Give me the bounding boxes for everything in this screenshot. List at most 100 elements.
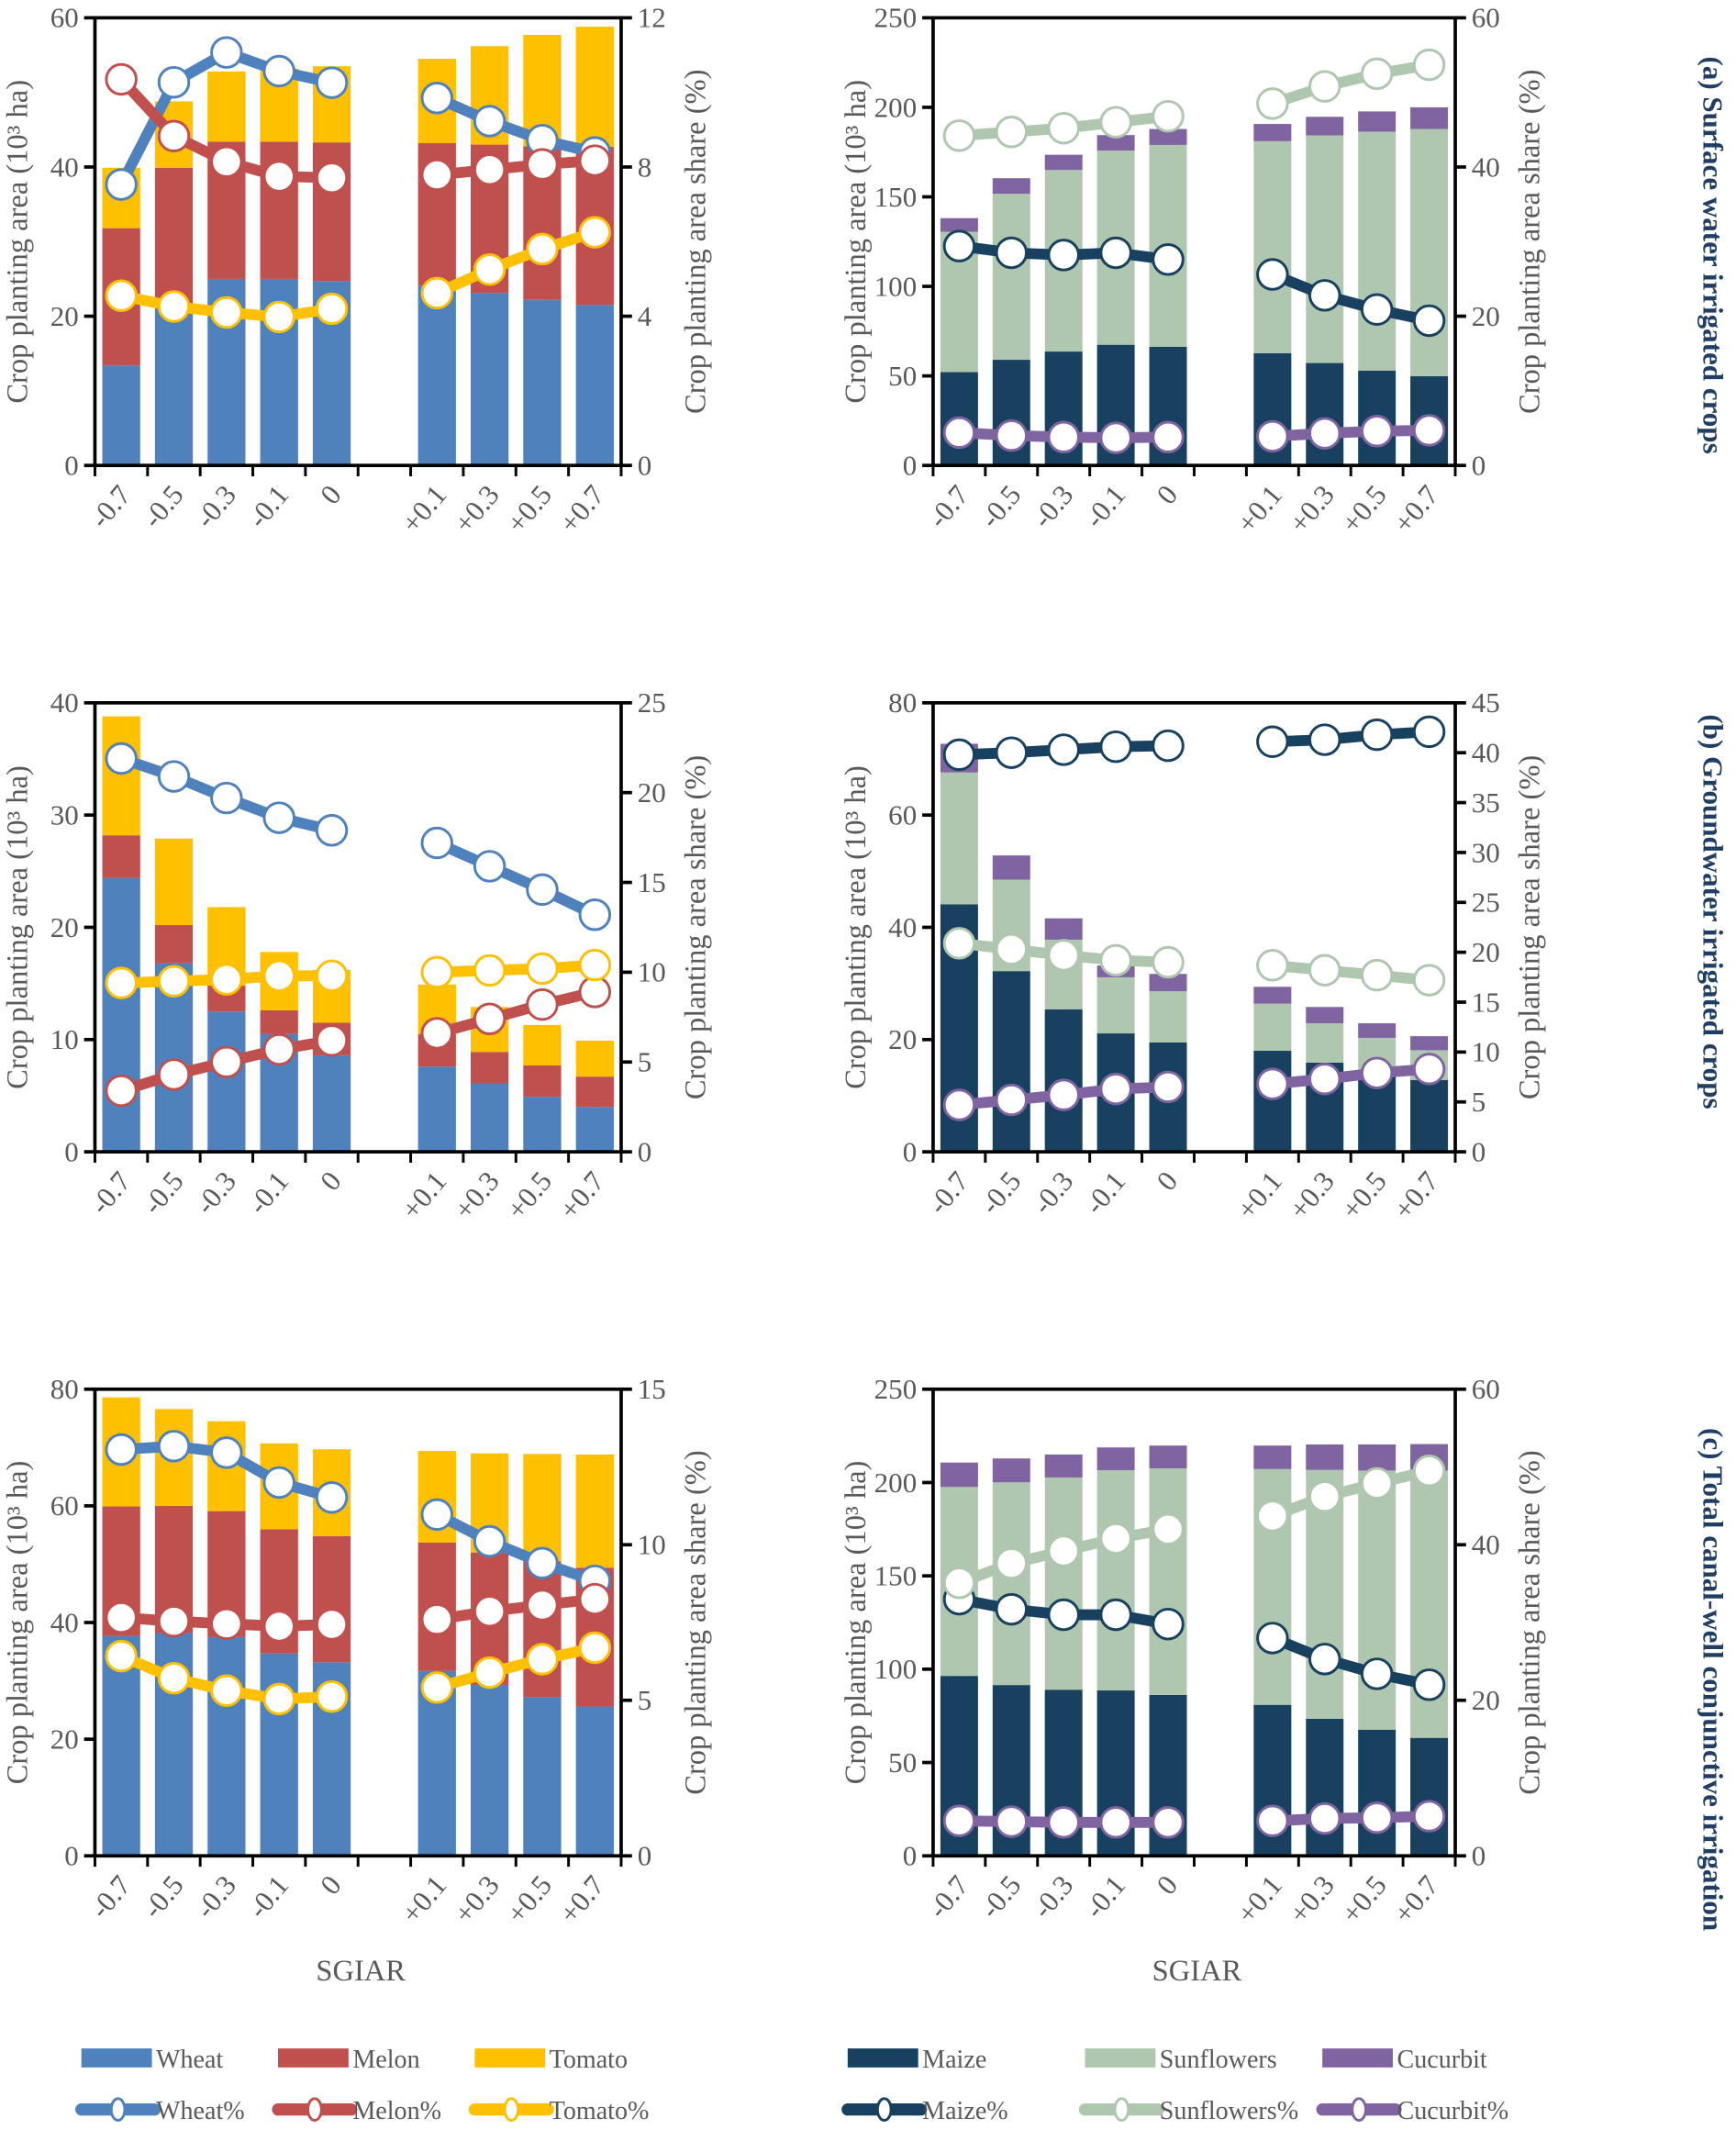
legend-label: Sunflowers%: [1160, 2097, 1298, 2125]
y-tick-label: 40: [50, 151, 79, 183]
point-tomato-share-5: [420, 1671, 453, 1704]
point-tomato-share-5: [420, 276, 453, 310]
y2-tick-label: 0: [1472, 450, 1486, 482]
y-tick-label: 60: [50, 2, 79, 34]
point-maize-share-7: [1360, 1657, 1394, 1690]
y-tick-label: 40: [50, 686, 79, 719]
x-tick-label: 0: [314, 1869, 348, 1901]
x-tick-label: +0.5: [500, 479, 558, 540]
x-tick-label: +0.3: [1283, 1165, 1341, 1226]
point-cucurbit-share-3: [1099, 1806, 1132, 1839]
bar-sunflowers-7: [1358, 1470, 1397, 1730]
point-melon-share-8: [578, 1582, 612, 1616]
point-maize-share-4: [1152, 243, 1185, 276]
y-tick-label: 50: [888, 360, 917, 392]
point-melon-share-0: [105, 1074, 138, 1108]
point-maize-share-5: [1256, 1622, 1289, 1655]
point-cucurbit-share-4: [1152, 1806, 1185, 1839]
panel-title-b: (b) Groundwater irrigated crops: [1697, 714, 1730, 1109]
line-tomato-share-seg1: [437, 959, 595, 978]
point-cucurbit-share-5: [1256, 419, 1289, 453]
point-melon-share-0: [105, 1600, 138, 1634]
y2-tick-label: 10: [638, 956, 666, 988]
point-cucurbit-share-8: [1412, 1800, 1446, 1833]
legend-label: Cucurbit: [1397, 2046, 1486, 2074]
bar-melon-7: [523, 1561, 562, 1698]
point-cucurbit-share-4: [1152, 420, 1185, 454]
point-wheat-share-6: [473, 105, 506, 138]
y2-tick-label: 30: [1472, 836, 1500, 868]
bar-cucurbit-0: [940, 217, 978, 232]
y-axis-title: Crop planting area (10³ ha): [840, 1461, 873, 1785]
point-sunflowers-share-5: [1256, 87, 1289, 120]
x-tick-label: -0.1: [241, 479, 295, 534]
bar-tomato-8: [575, 1041, 614, 1077]
point-sunflowers-share-2: [1047, 939, 1080, 972]
y2-tick-label: 60: [1472, 1373, 1500, 1405]
x-tick-label: +0.1: [1230, 479, 1288, 540]
point-melon-share-5: [420, 1602, 453, 1636]
point-melon-share-3: [262, 1610, 295, 1643]
y-tick-label: 80: [50, 1373, 79, 1405]
point-tomato-share-4: [315, 1679, 349, 1713]
y2-tick-label: 60: [1472, 2, 1500, 34]
x-tick-label: +0.7: [1387, 479, 1445, 540]
x-tick-label: +0.1: [395, 1869, 452, 1930]
point-tomato-share-7: [526, 1643, 559, 1676]
legend-swatch-maize: [847, 2048, 918, 2068]
legend-label: Wheat%: [156, 2097, 245, 2125]
x-tick-label: +0.3: [448, 479, 506, 540]
point-sunflowers-share-1: [995, 116, 1029, 149]
y-tick-label: 60: [888, 799, 917, 831]
point-melon-share-5: [420, 158, 453, 192]
x-tick-label: 0: [314, 1165, 348, 1197]
line-sunflowers-share-seg1: [1272, 959, 1430, 986]
x-tick-label: +0.7: [1387, 1869, 1445, 1930]
point-wheat-share-0: [105, 168, 138, 201]
point-sunflowers-share-6: [1308, 70, 1341, 103]
bar-cucurbit-6: [1306, 1007, 1344, 1024]
point-sunflowers-share-8: [1412, 964, 1446, 997]
bar-cucurbit-5: [1253, 1445, 1292, 1469]
point-maize-share-0: [942, 738, 976, 772]
point-tomato-share-0: [105, 1639, 138, 1673]
point-sunflowers-share-5: [1256, 949, 1289, 982]
y2-tick-label: 0: [1472, 1135, 1486, 1167]
point-tomato-share-6: [473, 253, 506, 286]
point-wheat-share-3: [262, 54, 295, 88]
y2-tick-label: 45: [1472, 686, 1500, 719]
bar-tomato-0: [102, 716, 140, 836]
bar-cucurbit-2: [1044, 154, 1083, 171]
y-tick-label: 20: [50, 911, 79, 943]
point-maize-share-4: [1152, 1607, 1185, 1641]
bar-cucurbit-6: [1306, 117, 1344, 136]
bar-sunflowers-6: [1306, 1023, 1344, 1063]
bar-wheat-5: [417, 285, 456, 466]
legend-swatch-melon: [278, 2048, 349, 2068]
line-sunflowers-share-seg1: [1270, 1466, 1430, 1522]
y2-tick-label: 40: [1472, 1529, 1500, 1561]
legend-label: Sunflowers: [1160, 2046, 1277, 2074]
x-tick-label: +0.1: [395, 479, 452, 540]
bar-sunflowers-7: [1358, 131, 1397, 371]
bar-sunflowers-8: [1410, 128, 1449, 377]
x-tick-label: -0.1: [241, 1869, 295, 1924]
x-tick-label: -0.7: [83, 479, 137, 534]
bar-sunflowers-0: [940, 772, 978, 905]
y2-tick-label: 15: [1472, 986, 1500, 1018]
y-axis-title: Crop planting area (10³ ha): [2, 80, 35, 404]
y-tick-label: 40: [50, 1606, 79, 1638]
point-melon-share-2: [210, 1607, 243, 1641]
point-wheat-share-6: [473, 850, 506, 883]
point-cucurbit-share-8: [1412, 1053, 1446, 1086]
point-tomato-share-5: [420, 955, 453, 989]
bar-maize-6: [1306, 362, 1344, 466]
x-tick-label: -0.3: [1026, 479, 1079, 534]
legend-marker: [109, 2097, 127, 2122]
point-cucurbit-share-2: [1047, 1806, 1080, 1839]
legend-label: Cucurbit%: [1397, 2097, 1508, 2125]
line-cucurbit-share-seg1: [1272, 1063, 1430, 1090]
x-tick-label: -0.7: [921, 1869, 974, 1924]
point-maize-share-5: [1256, 725, 1289, 758]
y-tick-label: 100: [874, 1653, 918, 1685]
